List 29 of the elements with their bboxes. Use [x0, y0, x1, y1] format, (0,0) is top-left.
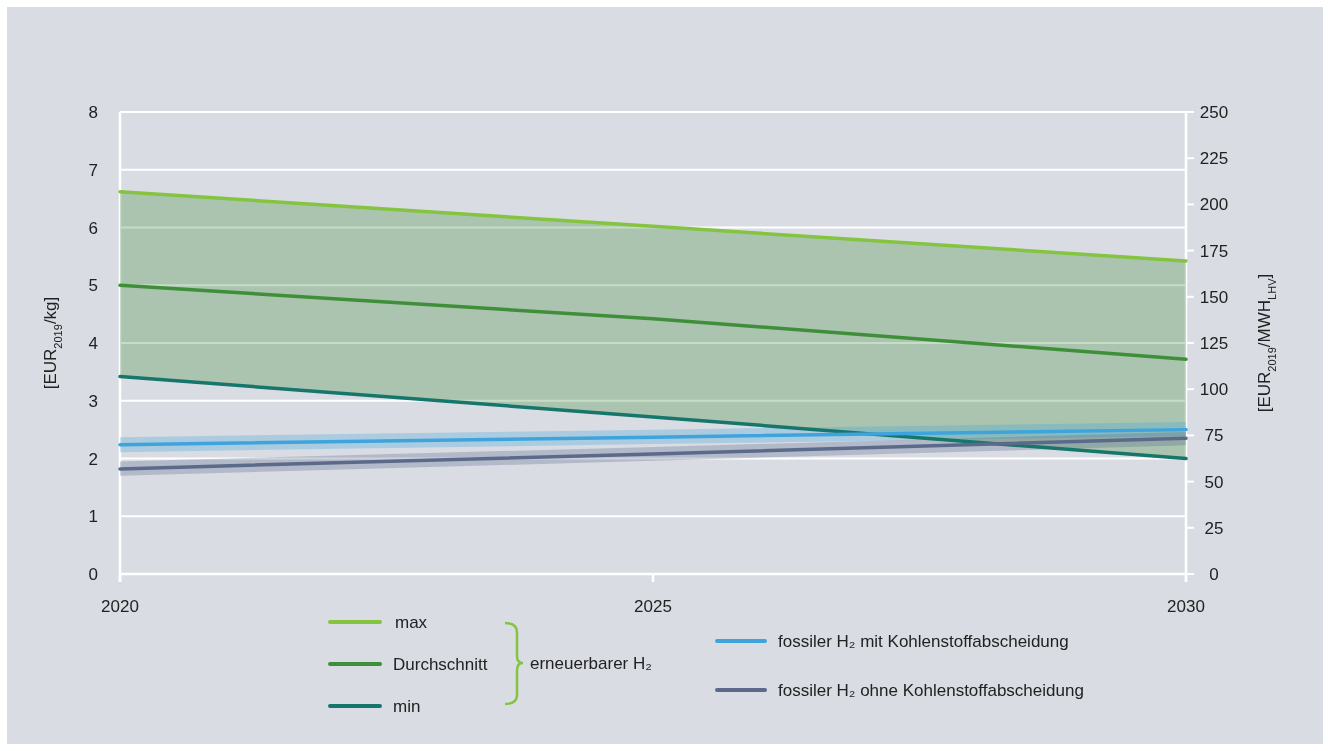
legend-label: min [393, 697, 421, 716]
y2-tick-label: 150 [1199, 287, 1229, 307]
y-tick-label: 1 [88, 507, 98, 527]
y2-tick-label: 25 [1204, 518, 1224, 538]
y-tick-label: 8 [88, 103, 98, 122]
legend-label: max [395, 613, 428, 632]
y2-tick-label: 200 [1199, 195, 1229, 215]
y-tick-label: 5 [88, 276, 98, 296]
y2-tick-label: 175 [1199, 241, 1229, 261]
x-tick-label: 2020 [101, 597, 139, 616]
y-tick-label: 3 [88, 391, 98, 411]
y2-tick-label: 225 [1199, 149, 1229, 169]
y2-tick-label: 0 [1209, 565, 1219, 584]
y2-tick-label: 75 [1204, 426, 1224, 446]
y2-tick-label: 50 [1204, 472, 1224, 492]
legend-label: Durchschnitt [393, 655, 488, 674]
y2-tick-label: 250 [1199, 103, 1229, 122]
y-tick-label: 6 [88, 218, 98, 238]
y-tick-label: 7 [88, 160, 98, 180]
y2-tick-label: 100 [1199, 380, 1229, 400]
text: erneuerbarer H₂ [530, 654, 652, 673]
y2-tick-label: 125 [1199, 334, 1229, 353]
y-tick-label: 2 [88, 449, 98, 469]
legend-label: fossiler H₂ ohne Kohlenstoffabscheidung [778, 681, 1084, 700]
y-tick-label: 0 [88, 565, 98, 584]
legend-label: fossiler H₂ mit Kohlenstoffabscheidung [778, 632, 1069, 651]
x-tick-label: 2030 [1167, 597, 1205, 616]
y-tick-label: 4 [88, 334, 98, 353]
x-tick-label: 2025 [634, 597, 672, 616]
